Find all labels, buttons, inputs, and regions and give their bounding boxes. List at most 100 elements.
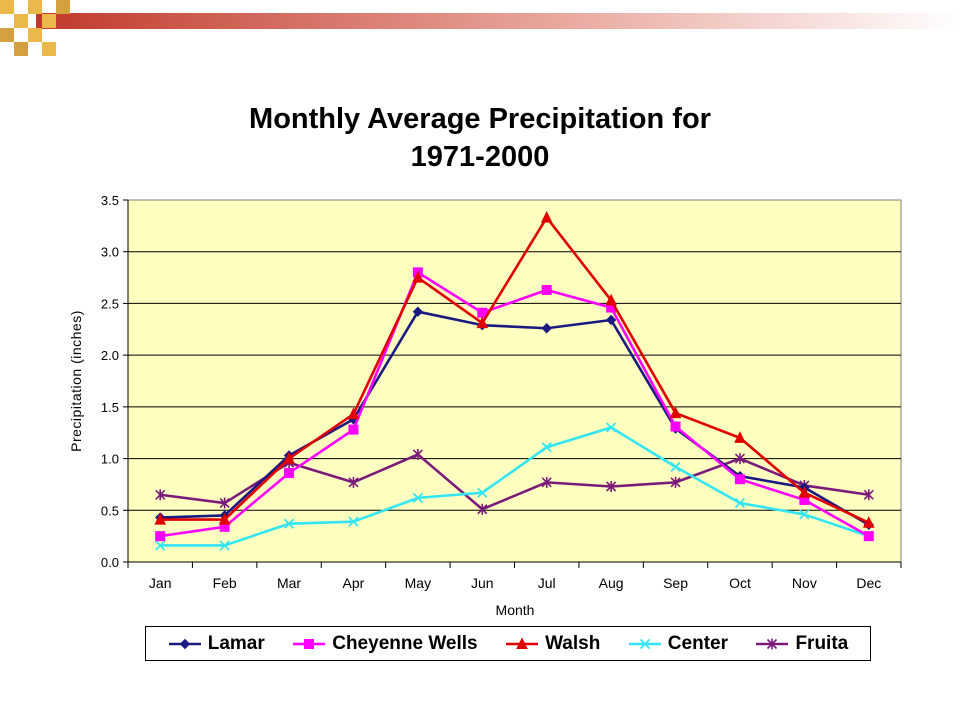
series-line [160,310,870,526]
banner-stripe [36,13,960,29]
data-point [154,512,167,525]
data-point [348,476,359,488]
series-cheyenne-wells [155,267,874,542]
data-point [283,451,295,464]
y-tick-label: 3.0 [101,245,119,260]
data-point [734,497,746,509]
data-point [863,489,874,501]
data-point [798,486,811,498]
x-tick-label: May [405,575,431,591]
data-point [862,516,875,528]
y-tick-label: 0.5 [101,503,119,518]
data-point [670,421,681,432]
data-point [477,487,488,498]
chart-title-line-2: 1971-2000 [410,141,550,173]
legend-item-cheyenne-wells: Cheyenne Wells [292,632,478,655]
data-point [799,509,810,520]
chart-title-line-1: Monthly Average Precipitation for [249,103,711,135]
series-walsh [154,210,875,528]
x-tick-label: Sep [663,575,688,591]
series-line [160,426,870,547]
data-point [669,406,682,419]
series-center [155,422,874,551]
legend-label: Cheyenne Wells [332,632,478,654]
data-point [541,442,552,453]
data-point [734,431,746,443]
data-point [412,492,424,504]
legend-swatch [756,638,789,649]
data-point [541,284,552,295]
data-point [734,474,745,485]
legend-swatch [628,638,661,649]
data-point [605,293,617,306]
legend-swatch-marker [767,638,778,649]
banner-square [56,0,70,14]
data-point [348,516,359,527]
data-point [670,476,681,488]
legend-swatch-marker [304,638,315,649]
data-point [541,323,552,334]
legend-item-walsh: Walsh [505,633,600,655]
series-line [160,216,870,524]
banner-square [28,0,42,14]
x-tick-label: Jul [538,575,556,591]
x-tick-label: Aug [599,575,624,591]
legend-swatch-marker [639,638,650,649]
x-tick-label: Oct [729,575,751,591]
data-point [734,453,746,465]
banner-square [14,42,28,56]
legend-label: Center [667,632,728,654]
x-tick-label: Nov [792,575,817,591]
y-tick-label: 0.0 [101,555,119,570]
data-point [477,503,488,515]
data-point [605,422,617,433]
legend-label: Walsh [545,632,601,654]
banner-square [42,42,56,56]
x-tick-label: Apr [343,575,365,591]
data-point [155,531,166,542]
data-point [348,424,359,435]
banner-square [0,28,14,42]
decorative-banner [0,0,960,56]
data-point [155,540,166,551]
y-tick-label: 1.0 [101,452,119,467]
legend-label: Fruita [795,632,849,654]
data-point [605,314,617,326]
y-tick-label: 1.5 [101,400,119,415]
data-point [219,497,230,509]
legend-swatch [506,636,539,649]
legend: Lamar Cheyenne Wells Walsh Center Fruita [145,626,871,661]
data-point [219,540,230,551]
legend-swatch-marker [516,636,528,649]
data-point [347,407,360,420]
legend-item-lamar: Lamar [168,633,265,655]
legend-swatch-marker [179,638,190,649]
x-tick-label: Feb [213,575,237,591]
data-point [670,461,681,472]
series-lines [154,210,875,551]
data-point [412,306,424,317]
banner-square [28,28,42,42]
axes: 0.0 0.5 1.0 1.5 2.0 2.5 3.0 3.5 Jan Feb Mar Apr May J… [101,193,902,591]
legend-swatch [168,638,201,649]
legend-swatch [293,638,326,649]
y-axis-label: Precipitation (inches) [68,310,84,452]
series-line [160,271,870,538]
gridlines [128,251,901,511]
banner-square [42,14,56,28]
data-point [283,518,295,529]
data-point [540,210,553,223]
x-tick-label: Dec [856,575,881,591]
y-tick-label: 3.5 [101,193,119,208]
data-point [155,489,166,501]
legend-label: Lamar [207,632,265,654]
banner-square [0,0,14,14]
data-point [541,476,552,488]
legend-item-center: Center [628,633,728,655]
x-tick-label: Mar [277,575,301,591]
data-point [412,270,424,283]
y-tick-label: 2.0 [101,348,119,363]
data-point [863,531,874,542]
data-point [218,512,231,525]
